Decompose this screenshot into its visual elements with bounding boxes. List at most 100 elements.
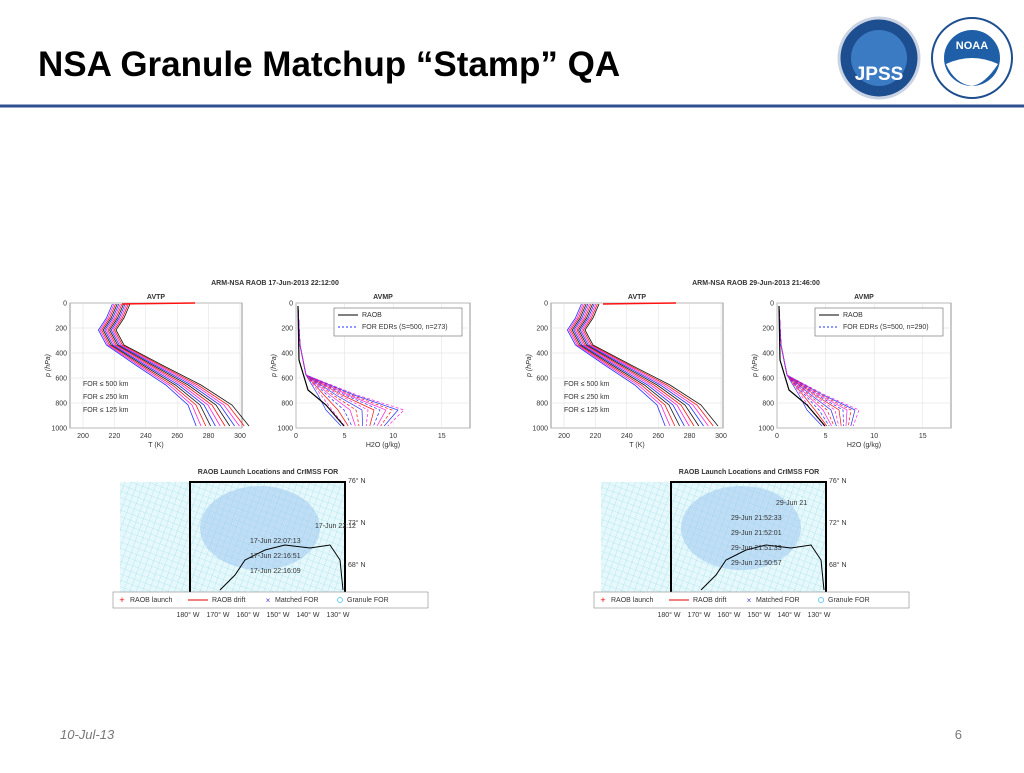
x-axis-label: H2O (g/kg) xyxy=(366,442,400,449)
y-tick-label: 200 xyxy=(536,326,548,333)
longitude-label: 130° W xyxy=(807,611,830,619)
legend-marker: + xyxy=(119,595,124,605)
latitude-label: 76° N xyxy=(348,477,366,485)
x-tick-label: 260 xyxy=(171,433,183,440)
noaa-text: NOAA xyxy=(956,40,988,52)
longitude-label: 150° W xyxy=(266,611,289,619)
x-axis-label: H2O (g/kg) xyxy=(847,442,881,449)
temperature-profile xyxy=(102,303,211,427)
temperature-profile xyxy=(571,303,680,427)
launch-time: 29-Jun 21 xyxy=(776,500,807,507)
legend-label: FOR EDRs (S=500, n=273) xyxy=(362,324,448,331)
legend-label: FOR ≤ 125 km xyxy=(83,407,129,414)
x-tick-label: 220 xyxy=(590,433,602,440)
figure-title: ARM-NSA RAOB 17-Jun-2013 22:12:00 xyxy=(211,280,339,287)
footer-date: 10-Jul-13 xyxy=(60,727,115,742)
y-tick-label: 200 xyxy=(55,326,67,333)
legend-marker: + xyxy=(600,595,605,605)
latitude-label: 76° N xyxy=(829,477,847,485)
latitude-label: 72° N xyxy=(348,519,366,527)
y-tick-label: 1000 xyxy=(532,426,548,433)
legend-box xyxy=(814,307,944,337)
temperature-profile xyxy=(576,303,695,427)
legend-label: Matched FOR xyxy=(756,597,800,604)
y-tick-label: 400 xyxy=(536,351,548,358)
y-axis-label: p (hPa) xyxy=(45,354,52,378)
temperature-profile xyxy=(574,303,690,427)
legend-marker xyxy=(337,597,343,603)
x-tick-label: 5 xyxy=(343,433,347,440)
y-tick-label: 0 xyxy=(544,301,548,308)
temperature-profile xyxy=(110,303,235,427)
legend-label: Granule FOR xyxy=(828,597,870,604)
y-tick-label: 0 xyxy=(63,301,67,308)
temperature-profile xyxy=(107,303,226,427)
legend-label: FOR ≤ 250 km xyxy=(83,394,129,401)
slide-title: NSA Granule Matchup “Stamp” QA xyxy=(38,45,620,84)
y-axis-label: p (hPa) xyxy=(526,354,533,378)
map-legend xyxy=(593,591,910,609)
coastline xyxy=(219,544,344,591)
legend-marker: × xyxy=(747,596,752,605)
raob-profile xyxy=(778,305,826,427)
longitude-label: 180° W xyxy=(657,611,680,619)
latitude-label: 68° N xyxy=(829,561,847,569)
legend-label: FOR ≤ 125 km xyxy=(564,407,610,414)
y-tick-label: 200 xyxy=(281,326,293,333)
launch-time: 29-Jun 21:52:01 xyxy=(731,530,782,537)
y-tick-label: 400 xyxy=(55,351,67,358)
launch-time: 29-Jun 21:52:33 xyxy=(731,515,782,522)
y-axis-label: p (hPa) xyxy=(752,354,759,378)
x-axis-label: T (K) xyxy=(148,442,163,449)
temperature-profile xyxy=(109,303,231,427)
launch-time: 17-Jun 22:12 xyxy=(315,523,356,530)
launch-time: 17-Jun 22:16:51 xyxy=(250,553,301,560)
x-tick-label: 10 xyxy=(870,433,878,440)
y-tick-label: 1000 xyxy=(51,426,67,433)
coastline xyxy=(700,544,825,591)
longitude-label: 150° W xyxy=(747,611,770,619)
legend-label: RAOB launch xyxy=(130,597,173,604)
y-tick-label: 200 xyxy=(762,326,774,333)
x-tick-label: 0 xyxy=(294,433,298,440)
temperature-profile xyxy=(566,303,666,427)
map-legend xyxy=(112,591,429,609)
temperature-profile xyxy=(582,303,714,427)
page-number: 6 xyxy=(955,727,962,742)
y-tick-label: 600 xyxy=(536,376,548,383)
noaa-logo: NOAA xyxy=(931,17,1013,99)
matched-area xyxy=(681,486,801,570)
temperature-profile xyxy=(115,303,250,427)
x-tick-label: 10 xyxy=(389,433,397,440)
y-tick-label: 800 xyxy=(536,401,548,408)
legend-label: RAOB xyxy=(843,312,863,319)
map-title: RAOB Launch Locations and CrIMSS FOR xyxy=(198,469,338,476)
x-tick-label: 15 xyxy=(919,433,927,440)
humidity-profile xyxy=(297,305,405,427)
temperature-profile xyxy=(113,303,245,427)
launch-time: 29-Jun 21:50:57 xyxy=(731,560,782,567)
axes-title: AVMP xyxy=(854,294,874,301)
jpss-text: JPSS xyxy=(855,64,904,85)
x-tick-label: 200 xyxy=(558,433,570,440)
longitude-label: 180° W xyxy=(176,611,199,619)
legend-label: FOR ≤ 500 km xyxy=(83,381,129,388)
x-tick-label: 280 xyxy=(684,433,696,440)
figures: ARM-NSA RAOB 17-Jun-2013 22:12:00 0 200 400… xyxy=(45,280,952,619)
longitude-label: 130° W xyxy=(326,611,349,619)
temperature-profile xyxy=(570,303,676,427)
temperature-profile xyxy=(104,303,216,427)
legend-label: Matched FOR xyxy=(275,597,319,604)
longitude-label: 160° W xyxy=(717,611,740,619)
x-tick-label: 240 xyxy=(140,433,152,440)
figure-title: ARM-NSA RAOB 29-Jun-2013 21:46:00 xyxy=(692,280,820,287)
temperature-profile xyxy=(105,303,221,427)
legend-label: FOR EDRs (S=500, n=290) xyxy=(843,324,929,331)
temperature-profile xyxy=(578,303,700,427)
x-tick-label: 300 xyxy=(234,433,246,440)
legend-box xyxy=(333,307,463,337)
raob-profile xyxy=(297,305,345,427)
y-tick-label: 1000 xyxy=(758,426,774,433)
y-tick-label: 600 xyxy=(281,376,293,383)
axes-title: AVMP xyxy=(373,294,393,301)
